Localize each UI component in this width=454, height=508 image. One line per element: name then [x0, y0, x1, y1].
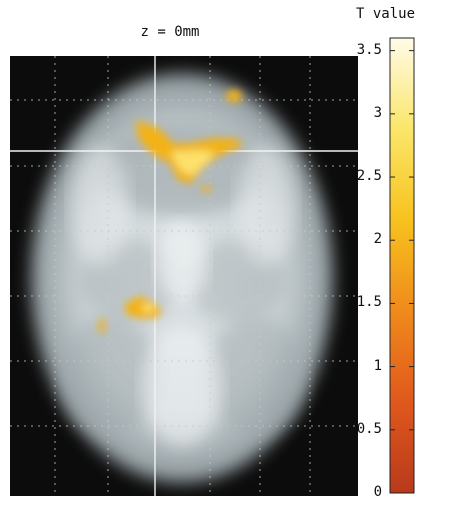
colorbar-tick-label: 2 [373, 231, 382, 248]
colorbar-tick-label: 1 [373, 357, 382, 374]
colorbar-tick-label: 0.5 [356, 420, 382, 437]
slice-title: z = 0mm [140, 24, 200, 40]
colorbar-tick-label: 0 [373, 484, 382, 500]
colorbar-tick-label: 2.5 [356, 168, 382, 185]
colorbar-gradient [389, 37, 415, 494]
colorbar-tick-label: 1.5 [356, 294, 382, 311]
colorbar-tick-label: 3 [373, 104, 382, 121]
colorbar [388, 37, 420, 495]
colorbar-tick-label: 3.5 [356, 41, 382, 58]
brain-slice-image [10, 56, 358, 496]
colorbar-title: T value [356, 6, 416, 22]
activation-frontal [136, 120, 242, 184]
